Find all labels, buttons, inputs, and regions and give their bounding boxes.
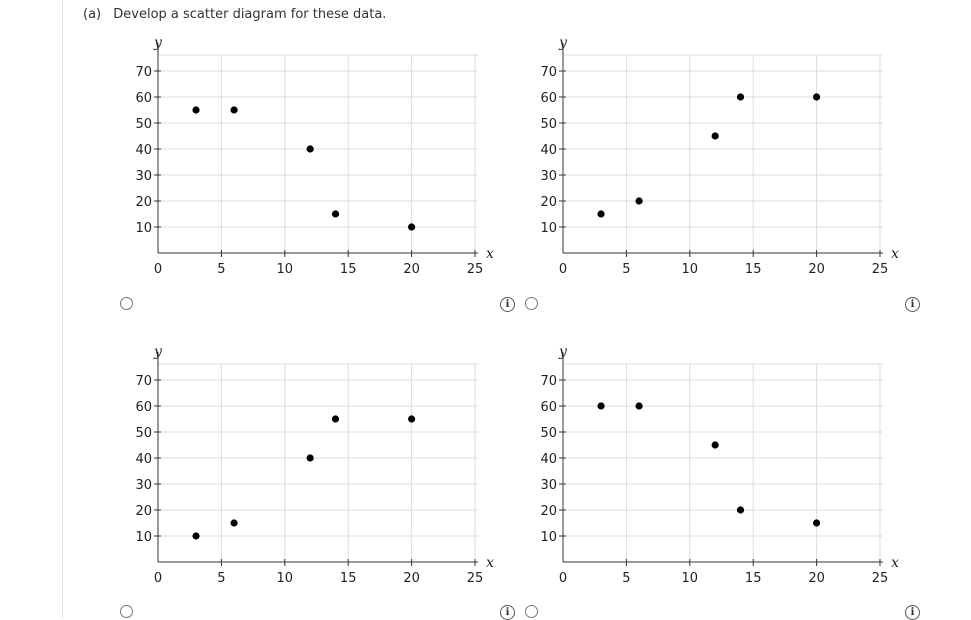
y-tick-label: 70	[135, 65, 152, 80]
data-point	[813, 519, 821, 527]
x-tick-label: 0	[559, 262, 567, 277]
y-tick-label: 10	[135, 530, 152, 545]
data-point	[711, 132, 719, 140]
y-axis-label: y	[153, 35, 163, 51]
scatter-chart-option-1: 10 20 30 40 50 60 70 0 5 10 15 20 25 y x	[135, 35, 494, 277]
data-point	[306, 145, 314, 153]
x-tick-label: 20	[403, 262, 420, 277]
y-tick-label: 10	[540, 221, 557, 236]
x-tick-label: 0	[154, 571, 162, 586]
y-tick-label: 70	[540, 374, 557, 389]
data-point	[635, 402, 643, 410]
x-tick-label: 20	[403, 571, 420, 586]
x-tick-label: 25	[467, 571, 484, 586]
data-point	[192, 106, 200, 114]
x-tick-label: 20	[808, 262, 825, 277]
data-point	[597, 210, 605, 218]
y-tick-label: 50	[540, 117, 557, 132]
y-tick-label: 60	[135, 91, 152, 106]
data-point	[192, 532, 200, 540]
y-tick-label: 40	[135, 452, 152, 467]
data-point	[230, 519, 238, 527]
x-tick-label: 25	[872, 571, 889, 586]
option-4-radio[interactable]	[525, 605, 538, 618]
data-point	[306, 454, 314, 462]
question-part-label: (a)	[83, 7, 102, 22]
y-tick-label: 50	[135, 426, 152, 441]
y-tick-label: 20	[135, 504, 152, 519]
y-tick-label: 10	[540, 530, 557, 545]
y-tick-label: 20	[540, 504, 557, 519]
y-tick-label: 60	[135, 400, 152, 415]
data-point	[597, 402, 605, 410]
y-tick-label: 40	[540, 143, 557, 158]
x-tick-label: 10	[277, 571, 294, 586]
x-tick-label: 25	[467, 262, 484, 277]
data-point	[408, 223, 416, 231]
left-margin-rule	[62, 0, 63, 618]
y-tick-label: 70	[540, 65, 557, 80]
x-tick-label: 10	[277, 262, 294, 277]
y-axis-label: y	[558, 344, 568, 360]
y-tick-label: 40	[540, 452, 557, 467]
y-tick-label: 40	[135, 143, 152, 158]
scatter-chart-option-4: 10 20 30 40 50 60 70 0 5 10 15 20 25 y x	[540, 344, 899, 586]
x-tick-label: 5	[622, 262, 630, 277]
y-tick-label: 10	[135, 221, 152, 236]
y-axis-label: y	[558, 35, 568, 51]
data-point	[331, 415, 340, 423]
x-tick-label: 25	[872, 262, 889, 277]
data-point	[736, 93, 745, 101]
data-point	[711, 441, 719, 449]
question-text: Develop a scatter diagram for these data…	[113, 7, 387, 22]
y-tick-label: 30	[135, 478, 152, 493]
y-axis-label: y	[153, 344, 163, 360]
data-point	[331, 210, 340, 218]
x-tick-label: 0	[559, 571, 567, 586]
y-tick-label: 60	[540, 91, 557, 106]
x-tick-label: 15	[745, 571, 762, 586]
y-tick-label: 30	[540, 478, 557, 493]
x-axis-label: x	[486, 246, 494, 262]
option-1-radio[interactable]	[120, 297, 133, 310]
x-tick-label: 15	[745, 262, 762, 277]
info-icon[interactable]: i	[905, 297, 920, 312]
x-tick-label: 15	[340, 571, 357, 586]
x-tick-label: 20	[808, 571, 825, 586]
question-prompt: (a) Develop a scatter diagram for these …	[83, 7, 386, 22]
option-2-radio[interactable]	[525, 297, 538, 310]
x-tick-label: 0	[154, 262, 162, 277]
y-tick-label: 20	[540, 195, 557, 210]
y-tick-label: 50	[135, 117, 152, 132]
x-axis-label: x	[486, 555, 494, 571]
data-point	[408, 415, 416, 423]
data-point	[635, 197, 643, 205]
info-icon[interactable]: i	[500, 297, 515, 312]
scatter-chart-option-3: 10 20 30 40 50 60 70 0 5 10 15 20 25 y x	[135, 344, 494, 586]
x-tick-label: 5	[217, 571, 225, 586]
scatter-chart-option-2: 10 20 30 40 50 60 70 0 5 10 15 20 25 y x	[540, 35, 899, 277]
option-3-radio[interactable]	[120, 605, 133, 618]
y-tick-label: 30	[540, 169, 557, 184]
x-tick-label: 15	[340, 262, 357, 277]
x-tick-label: 10	[682, 571, 699, 586]
y-tick-label: 60	[540, 400, 557, 415]
y-tick-label: 70	[135, 374, 152, 389]
x-tick-label: 5	[217, 262, 225, 277]
data-point	[736, 506, 745, 514]
x-axis-label: x	[891, 246, 899, 262]
data-point	[813, 93, 821, 101]
data-point	[230, 106, 238, 114]
y-tick-label: 20	[135, 195, 152, 210]
x-tick-label: 5	[622, 571, 630, 586]
x-tick-label: 10	[682, 262, 699, 277]
y-tick-label: 50	[540, 426, 557, 441]
y-tick-label: 30	[135, 169, 152, 184]
x-axis-label: x	[891, 555, 899, 571]
